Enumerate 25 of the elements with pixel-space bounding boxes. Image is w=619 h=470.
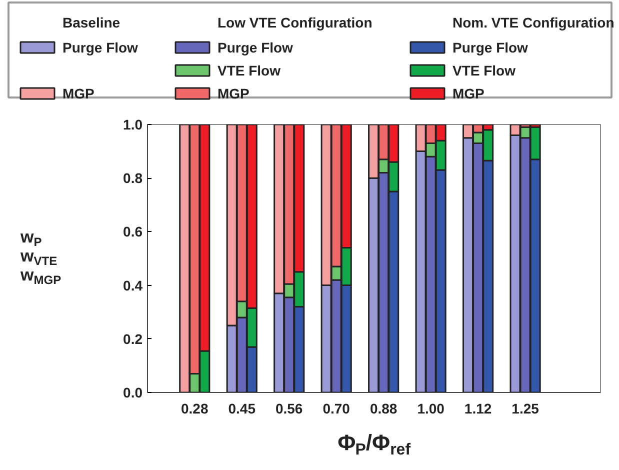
legend-label: Purge Flow bbox=[62, 40, 138, 56]
x-tick-label: 0.88 bbox=[370, 400, 398, 416]
y-tick-label: 1.0 bbox=[123, 116, 143, 132]
legend-label: MGP bbox=[452, 86, 484, 102]
legend-label: MGP bbox=[218, 86, 250, 102]
y-tick-label: 0.8 bbox=[123, 170, 143, 186]
x-tick-label: 0.45 bbox=[228, 400, 256, 416]
legend-label: VTE Flow bbox=[452, 62, 516, 78]
text: Baseline bbox=[62, 14, 120, 30]
text: Nom. VTE Configuration bbox=[452, 14, 614, 30]
x-tick-label: 1.00 bbox=[417, 400, 445, 416]
legend-label: Purge Flow bbox=[218, 40, 294, 56]
y-tick-label: 0.2 bbox=[123, 330, 143, 347]
legend-label: VTE Flow bbox=[218, 62, 281, 78]
x-tick-label: 1.25 bbox=[512, 400, 540, 416]
x-tick-label: 1.12 bbox=[464, 400, 492, 416]
text: Low VTE Configuration bbox=[218, 14, 372, 30]
y-tick-label: 0.6 bbox=[123, 224, 143, 240]
x-tick-label: 0.28 bbox=[181, 400, 208, 416]
y-tick-label: 0.4 bbox=[123, 277, 143, 294]
x-tick-label: 0.70 bbox=[322, 400, 350, 416]
x-tick-label: 0.56 bbox=[275, 400, 303, 416]
y-tick-label: 0.0 bbox=[123, 384, 143, 400]
legend-label: MGP bbox=[62, 86, 94, 102]
legend-label: Purge Flow bbox=[452, 40, 528, 56]
